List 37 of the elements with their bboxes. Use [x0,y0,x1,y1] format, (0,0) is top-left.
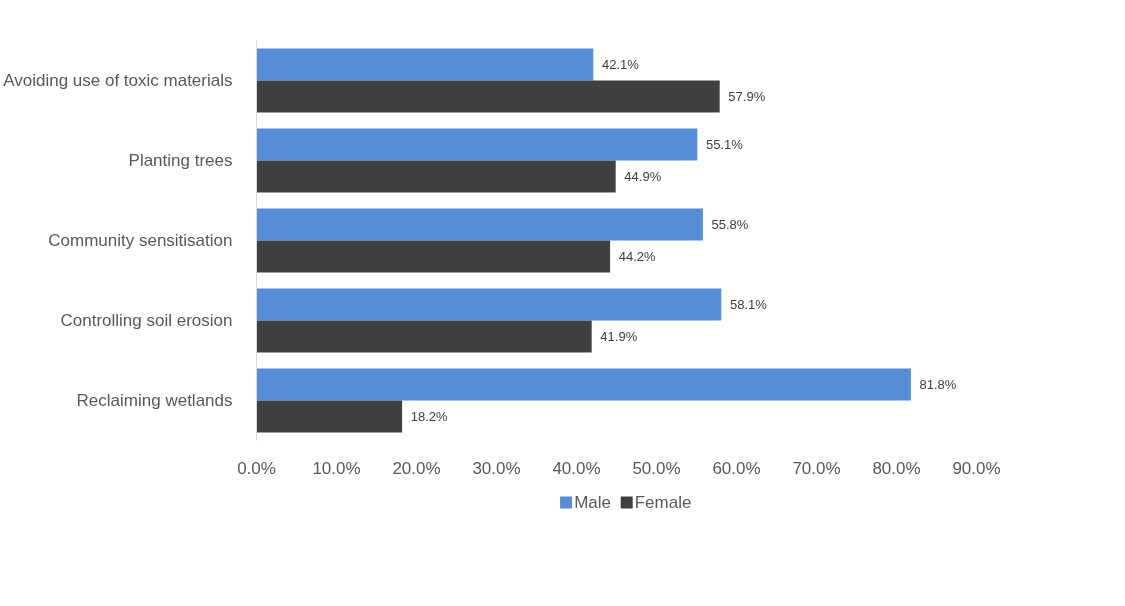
bar [256,160,616,193]
data-label: 44.2% [618,249,657,264]
y-tick-label: Avoiding use of toxic materials [3,71,233,90]
legend-label: Female [634,493,692,512]
bar [256,48,594,81]
data-label: 58.1% [729,297,768,312]
data-label: 55.8% [711,217,749,232]
bar [256,240,611,273]
x-tick-label: 90.0% [952,458,1001,478]
data-label: 57.9% [728,89,766,104]
bar [256,400,403,433]
x-tick-label: 40.0% [552,458,601,478]
y-tick-label: Controlling soil erosion [60,311,233,330]
x-tick-label: 20.0% [392,458,441,478]
x-tick-label: 10.0% [312,458,361,478]
x-tick-label: 50.0% [632,458,681,478]
data-label: 41.9% [600,329,638,344]
x-tick-label: 30.0% [472,458,521,478]
y-tick-label: Community sensitisation [48,231,233,250]
bar [256,80,720,113]
x-tick-label: 80.0% [872,458,921,478]
data-label: 42.1% [601,57,640,72]
y-tick-label: Planting trees [128,151,233,170]
data-label: 18.2% [410,409,449,424]
x-tick-label: 0.0% [237,458,276,478]
bar [256,368,911,401]
data-label: 81.8% [919,377,957,392]
data-label: 55.1% [705,137,744,152]
bar [256,128,698,161]
bar [256,208,703,241]
y-tick-label: Reclaiming wetlands [76,391,233,410]
legend-label: Male [574,493,611,512]
x-tick-label: 70.0% [792,458,841,478]
bar [256,320,592,353]
x-tick-label: 60.0% [712,458,761,478]
bar [256,288,722,321]
data-label: 44.9% [624,169,662,184]
